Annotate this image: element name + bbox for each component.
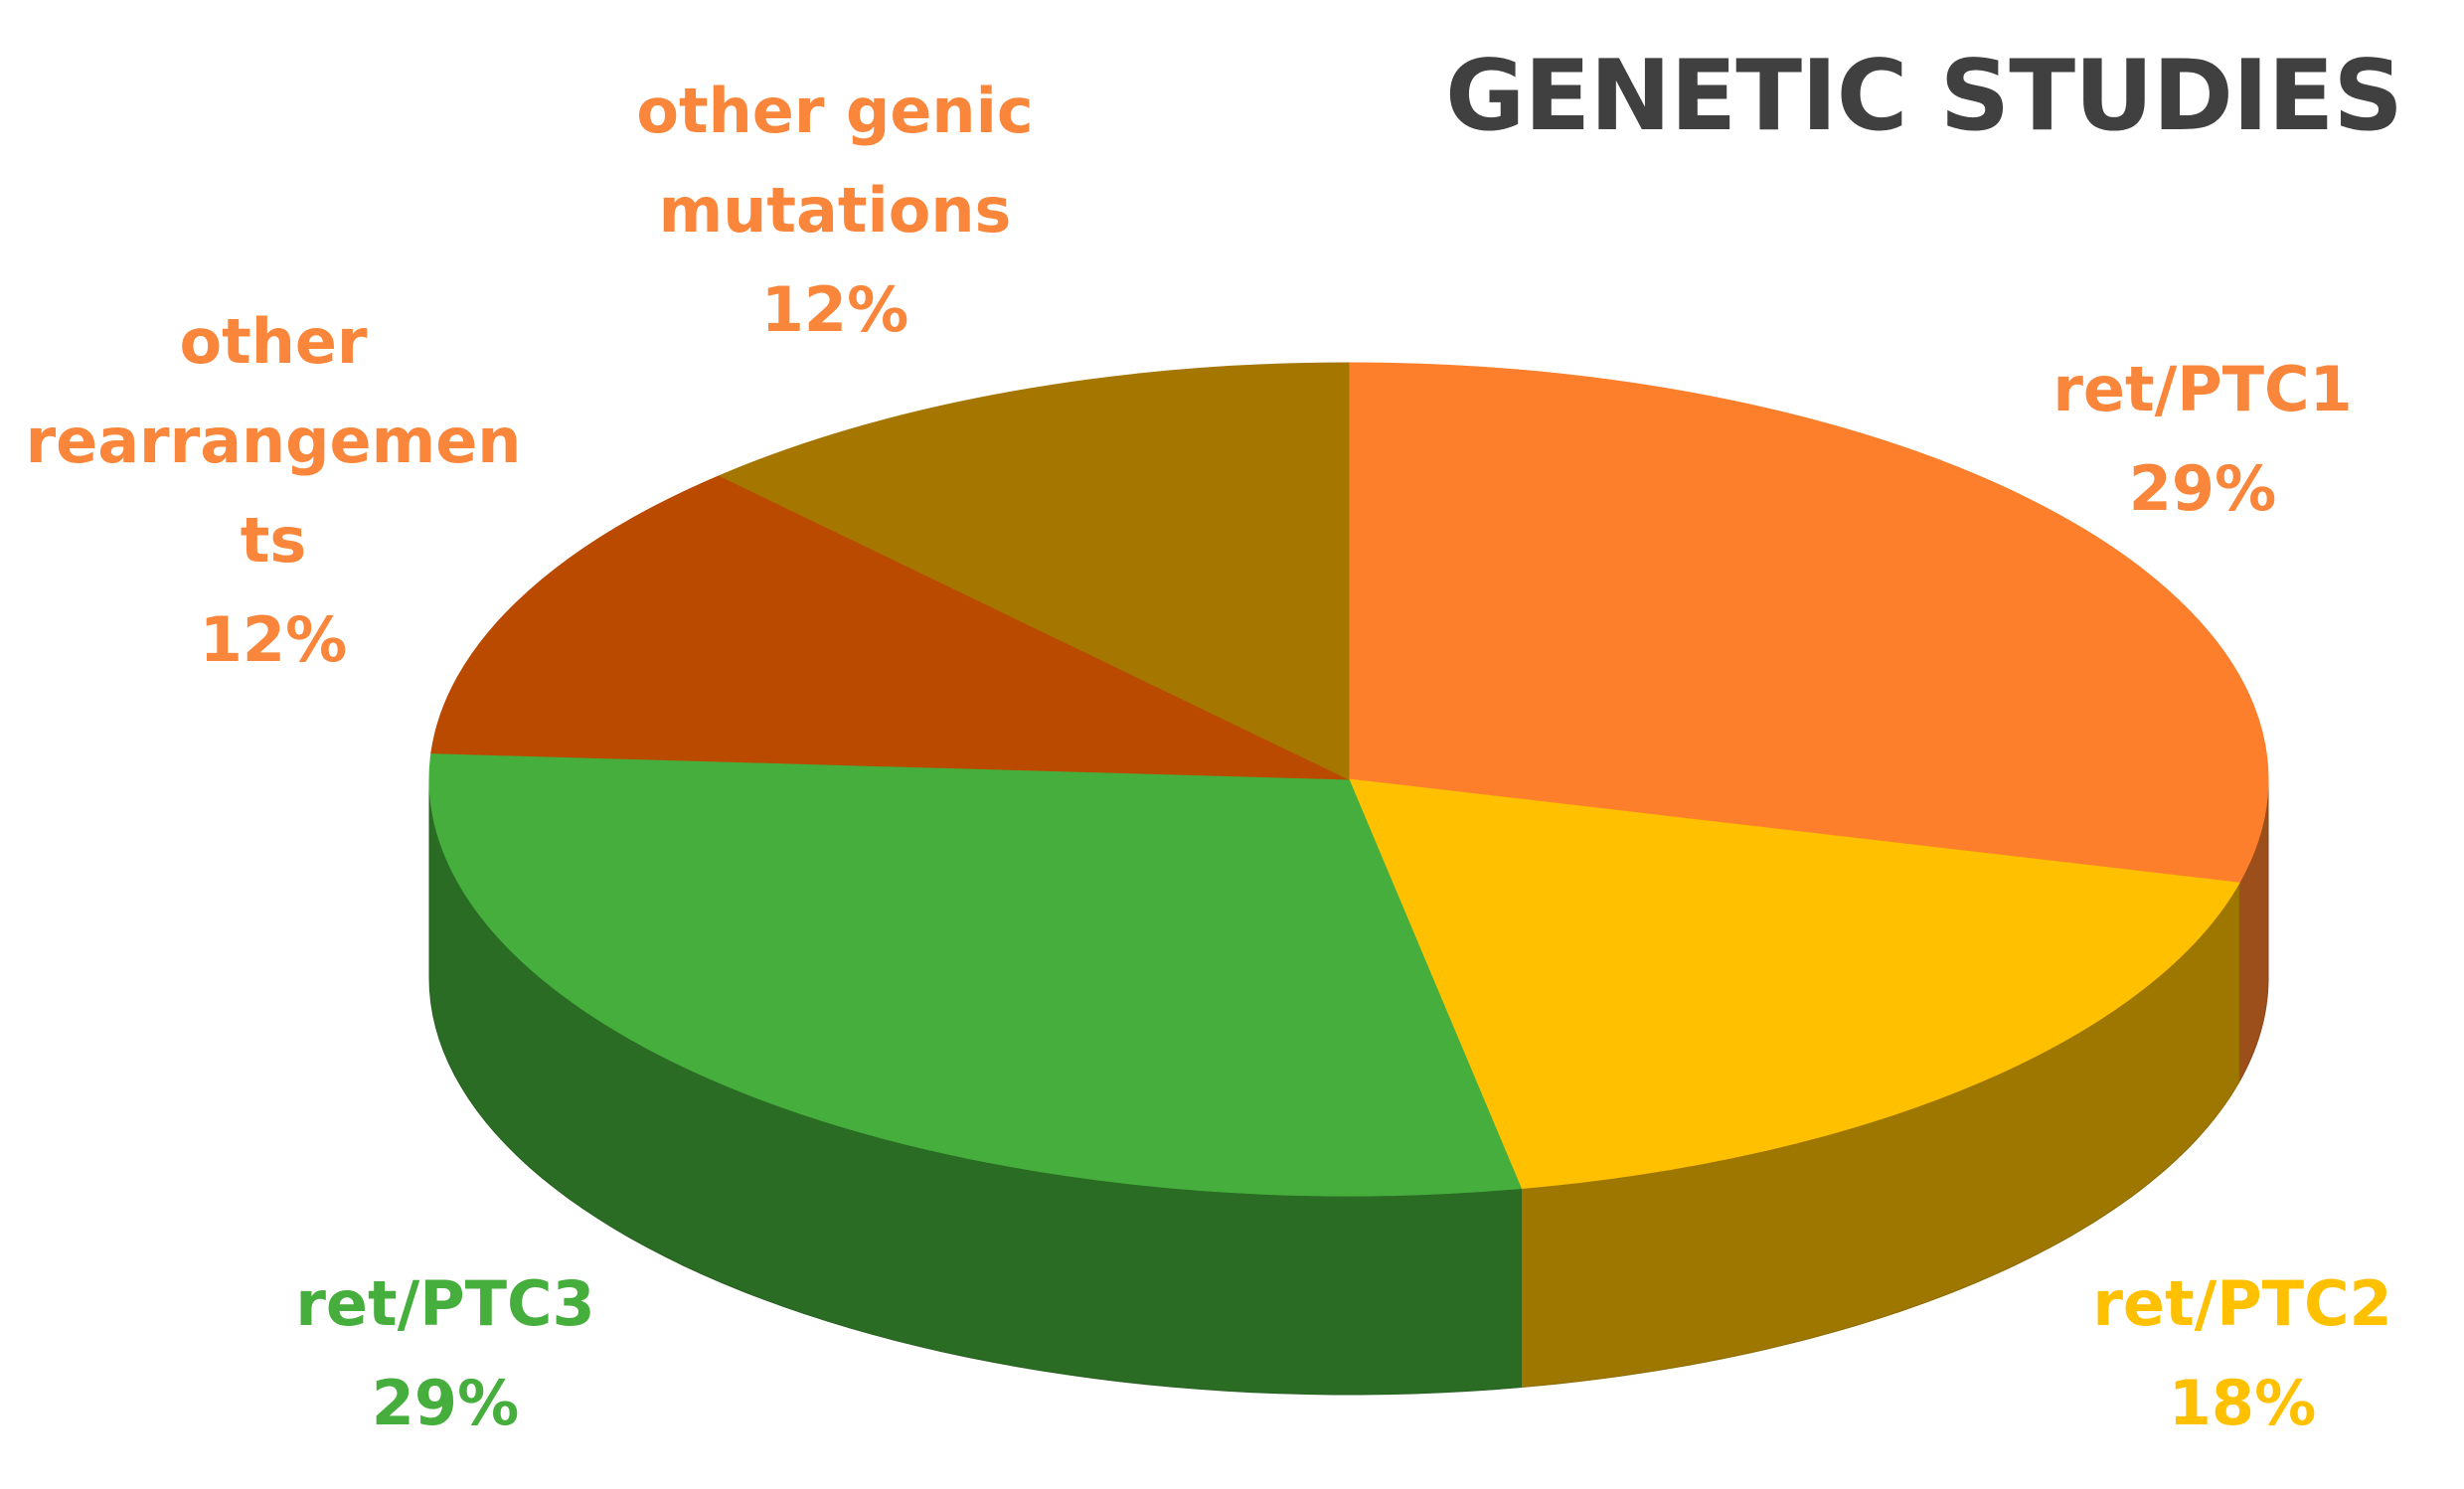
value-label: 18% [2168, 1367, 2317, 1439]
value-label: 29% [371, 1367, 520, 1439]
value-label: 29% [2128, 452, 2277, 525]
category-label: ret/PTC1 [2053, 353, 2353, 425]
slice-label: other rearrangements 12% [15, 292, 532, 690]
slice-label: ret/PTC2 18% [1944, 1254, 2464, 1453]
slice [1348, 362, 2269, 884]
slice-label: ret/PTC1 29% [1904, 340, 2464, 539]
category-label: other genic mutations [636, 75, 1034, 247]
slice-label: ret/PTC3 29% [147, 1254, 743, 1453]
value-label: 12% [199, 603, 348, 676]
category-label: ret/PTC2 [2092, 1267, 2392, 1340]
chart-title: GENETIC STUDIES [1444, 40, 2403, 153]
slice [428, 752, 1523, 1197]
category-label: other rearrangements [25, 305, 522, 577]
slice [718, 362, 1350, 780]
slice-label: other genic mutations 12% [626, 62, 1044, 360]
category-label: ret/PTC3 [295, 1267, 595, 1340]
value-label: 12% [760, 273, 909, 346]
slice [430, 475, 1350, 780]
slice [1348, 778, 2240, 1190]
